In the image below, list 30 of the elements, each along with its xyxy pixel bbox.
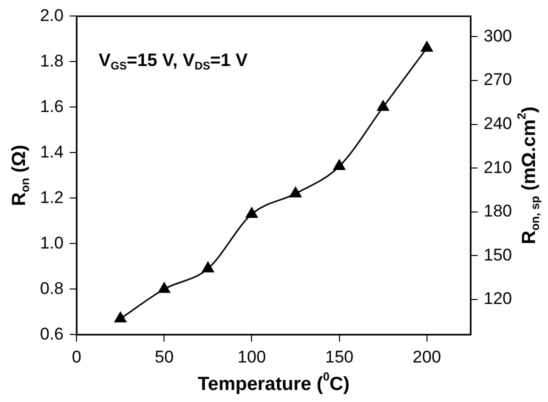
- point: [202, 262, 214, 272]
- y-tick-label: 0.6: [40, 324, 64, 344]
- y2-tick-label: 270: [484, 70, 512, 90]
- y2-tick-label: 150: [484, 245, 512, 264]
- y2-tick-label: 180: [484, 202, 512, 221]
- y-axis-title: Ron (Ω): [9, 144, 32, 206]
- y2-tick-label: 210: [484, 158, 512, 177]
- y-tick-label: 1.2: [40, 188, 64, 207]
- y2-tick-label: 120: [484, 289, 512, 308]
- y2-tick-label: 300: [484, 26, 512, 46]
- point: [158, 282, 170, 293]
- y-tick-label: 1.8: [40, 51, 64, 70]
- y-tick-label: 1.6: [40, 96, 64, 116]
- y2-tick-label: 240: [484, 114, 512, 133]
- y-tick-label: 1.4: [40, 142, 64, 162]
- y-tick-label: 2.0: [40, 6, 64, 25]
- x-tick-label: 100: [238, 347, 266, 366]
- x-tick-label: 200: [412, 347, 442, 366]
- y2-axis-title: Ron, sp (mΩ.cm2): [516, 106, 542, 244]
- y-tick-label: 1.0: [40, 233, 64, 252]
- point: [333, 160, 346, 170]
- x-tick-label: 0: [72, 347, 82, 366]
- x-tick-label: 50: [154, 347, 174, 366]
- point: [114, 312, 126, 322]
- x-tick-label: 150: [325, 347, 354, 366]
- point: [420, 41, 433, 52]
- point: [377, 100, 390, 111]
- y-tick-label: 0.8: [40, 278, 64, 298]
- point: [290, 186, 302, 198]
- point: [246, 207, 258, 218]
